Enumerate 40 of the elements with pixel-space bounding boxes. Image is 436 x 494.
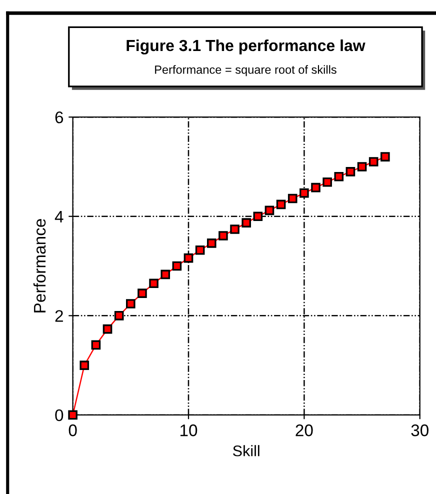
point <box>230 224 240 234</box>
point <box>68 410 78 420</box>
point <box>253 212 263 222</box>
y-axis-title: Performance <box>33 219 46 312</box>
point <box>195 245 205 255</box>
point <box>368 157 378 166</box>
point <box>184 253 194 263</box>
y-tick-label: 0 <box>55 409 64 422</box>
point <box>80 360 90 370</box>
point <box>102 324 112 334</box>
chart-subtitle: Performance = square root of skills <box>155 65 336 76</box>
point <box>149 278 158 288</box>
x-tick-label: 10 <box>180 424 198 436</box>
point <box>288 194 298 204</box>
point <box>138 288 147 298</box>
point <box>114 311 124 320</box>
point <box>276 200 286 210</box>
x-tick-label: 30 <box>411 424 428 436</box>
y-tick-label: 2 <box>55 310 63 322</box>
point <box>218 231 228 240</box>
point <box>346 167 356 176</box>
x-axis-title: Skill <box>233 445 260 456</box>
point <box>357 162 367 172</box>
point <box>126 299 136 308</box>
point <box>172 261 182 271</box>
y-tick-label: 4 <box>54 210 64 222</box>
point <box>334 172 344 182</box>
point <box>242 218 251 228</box>
point <box>206 238 216 248</box>
y-tick-label: 6 <box>55 111 64 124</box>
x-tick-label: 0 <box>68 424 77 436</box>
point <box>160 270 170 280</box>
point <box>322 177 332 187</box>
point <box>300 188 309 198</box>
point <box>264 206 274 216</box>
point <box>380 152 390 162</box>
point <box>311 182 320 192</box>
point <box>91 340 101 350</box>
chart-title: Figure 3.1 The performance law <box>126 39 366 54</box>
x-tick-label: 20 <box>296 424 313 436</box>
